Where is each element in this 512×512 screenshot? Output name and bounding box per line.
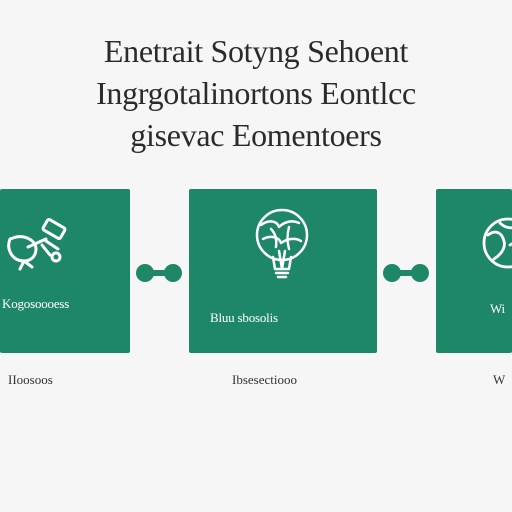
title-line-2: Ingrgotalinortons Eontlcc bbox=[96, 75, 416, 111]
diagram-title: Enetrait Sotyng Sehoent Ingrgotalinorton… bbox=[0, 30, 512, 156]
globe-icon bbox=[482, 217, 512, 269]
step-caption-3: W bbox=[493, 372, 506, 387]
step-card-1: Kogosoooess bbox=[0, 189, 130, 353]
step-label-1: Kogosoooess bbox=[2, 296, 70, 311]
step-caption-2: Ibsesectiooo bbox=[232, 372, 297, 387]
step-label-2: Bluu sbosolis bbox=[210, 310, 278, 325]
title-line-3: gisevac Eomentoers bbox=[130, 117, 382, 153]
satellite-dish-icon bbox=[7, 218, 67, 271]
step-label-3: Wi bbox=[490, 301, 505, 316]
step-caption-1: IIoosoos bbox=[8, 372, 53, 387]
globe-lightbulb-icon bbox=[255, 208, 309, 279]
step-card-2: Bluu sbosolis bbox=[189, 189, 377, 353]
connector-1-2 bbox=[136, 264, 182, 282]
step-card-3: Wi bbox=[436, 189, 512, 353]
title-line-1: Enetrait Sotyng Sehoent bbox=[103, 33, 409, 69]
connector-2-3 bbox=[383, 264, 429, 282]
